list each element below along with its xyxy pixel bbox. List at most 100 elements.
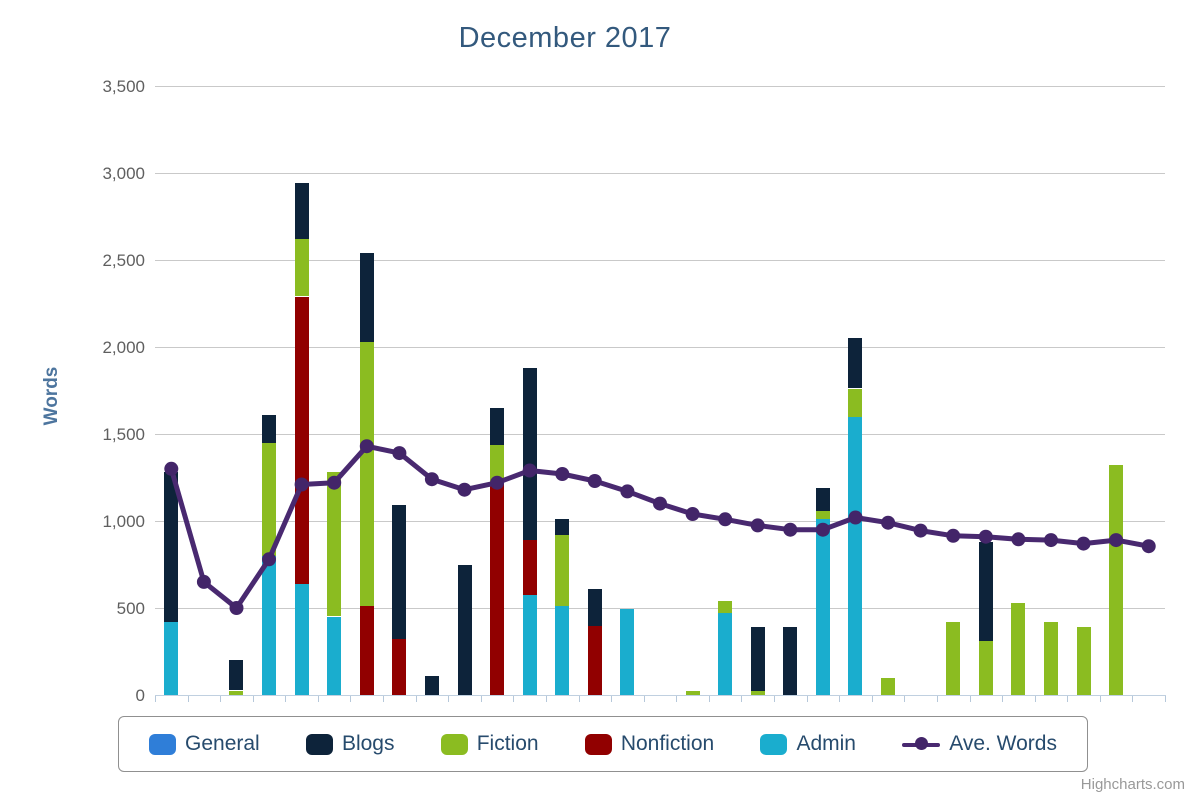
bar-segment-admin-day12[interactable] — [523, 595, 537, 695]
average-words-marker-day15[interactable] — [620, 484, 635, 499]
bar-segment-blogs-day8[interactable] — [392, 505, 406, 639]
bar-segment-blogs-day13[interactable] — [555, 519, 569, 535]
average-words-marker-day5[interactable] — [294, 477, 309, 492]
bar-segment-nonfiction-day5[interactable] — [295, 297, 309, 584]
x-axis-tick — [579, 696, 580, 702]
x-axis-tick — [416, 696, 417, 702]
bar-segment-admin-day4[interactable] — [262, 556, 276, 695]
average-words-marker-day2[interactable] — [196, 574, 211, 589]
gridline-1000 — [155, 521, 1165, 522]
bar-segment-fiction-day22[interactable] — [848, 389, 862, 417]
average-words-marker-day18[interactable] — [718, 512, 733, 527]
bar-segment-fiction-day4[interactable] — [262, 443, 276, 556]
average-words-marker-day13[interactable] — [555, 467, 570, 481]
bar-segment-admin-day13[interactable] — [555, 606, 569, 695]
bar-segment-nonfiction-day12[interactable] — [523, 540, 537, 595]
legend-item-blogs[interactable]: Blogs — [305, 732, 394, 756]
credits-link[interactable]: Highcharts.com — [1080, 776, 1185, 793]
bar-segment-fiction-day29[interactable] — [1077, 627, 1091, 695]
bar-segment-fiction-day3[interactable] — [229, 691, 243, 695]
bar-segment-admin-day18[interactable] — [718, 613, 732, 695]
bar-segment-fiction-day28[interactable] — [1044, 622, 1058, 695]
bar-segment-fiction-day26[interactable] — [979, 641, 993, 695]
bar-segment-fiction-day21[interactable] — [816, 511, 830, 519]
y-axis-tick-label: 1,500 — [102, 425, 145, 444]
bar-segment-blogs-day7[interactable] — [360, 253, 374, 342]
bar-segment-blogs-day3[interactable] — [229, 660, 243, 690]
average-words-marker-day29[interactable] — [1076, 536, 1091, 551]
bar-segment-fiction-day5[interactable] — [295, 239, 309, 296]
legend-swatch-icon — [584, 733, 612, 755]
bar-segment-fiction-day30[interactable] — [1109, 465, 1123, 695]
x-axis-tick — [774, 696, 775, 702]
average-words-marker-day12[interactable] — [522, 463, 537, 478]
average-words-marker-day4[interactable] — [262, 552, 276, 567]
bar-segment-fiction-day18[interactable] — [718, 601, 732, 613]
bar-segment-nonfiction-day7[interactable] — [360, 606, 374, 695]
bar-segment-fiction-day7[interactable] — [360, 342, 374, 606]
bar-segment-nonfiction-day14[interactable] — [588, 625, 602, 695]
average-words-marker-day14[interactable] — [587, 474, 602, 488]
average-words-marker-day22[interactable] — [848, 510, 863, 525]
average-words-marker-day17[interactable] — [685, 507, 700, 521]
bar-segment-blogs-day5[interactable] — [295, 183, 309, 239]
bar-segment-nonfiction-day11[interactable] — [490, 484, 504, 695]
bar-segment-admin-day15[interactable] — [620, 609, 634, 695]
bar-segment-blogs-day12[interactable] — [523, 368, 537, 540]
average-words-marker-day1[interactable] — [164, 461, 179, 476]
bar-segment-fiction-day13[interactable] — [555, 535, 569, 606]
average-words-marker-day25[interactable] — [946, 528, 961, 543]
bar-segment-nonfiction-day8[interactable] — [392, 639, 406, 695]
bar-segment-blogs-day19[interactable] — [751, 627, 765, 691]
average-words-marker-day23[interactable] — [881, 515, 896, 530]
bar-segment-blogs-day26[interactable] — [979, 542, 993, 641]
bar-segment-blogs-day11[interactable] — [490, 408, 504, 445]
average-words-marker-day16[interactable] — [653, 496, 667, 511]
average-words-marker-day9[interactable] — [424, 472, 439, 487]
average-words-marker-day3[interactable] — [229, 601, 244, 615]
average-words-marker-day27[interactable] — [1011, 532, 1026, 547]
average-words-marker-day19[interactable] — [750, 518, 765, 533]
legend-item-general[interactable]: General — [149, 732, 260, 756]
x-axis-tick — [937, 696, 938, 702]
bar-segment-blogs-day20[interactable] — [783, 627, 797, 695]
gridline-2500 — [155, 260, 1165, 261]
average-words-marker-day28[interactable] — [1044, 533, 1058, 548]
bar-segment-admin-day6[interactable] — [327, 617, 341, 695]
bar-segment-blogs-day14[interactable] — [588, 589, 602, 626]
bar-segment-admin-day22[interactable] — [848, 417, 862, 695]
bar-segment-fiction-day25[interactable] — [946, 622, 960, 695]
average-words-marker-day26[interactable] — [978, 529, 993, 544]
average-words-marker-day6[interactable] — [327, 475, 342, 490]
average-words-marker-day8[interactable] — [392, 446, 407, 461]
bar-segment-fiction-day6[interactable] — [327, 472, 341, 616]
bar-segment-blogs-day10[interactable] — [458, 565, 472, 695]
average-words-marker-day7[interactable] — [359, 439, 374, 454]
bar-segment-fiction-day23[interactable] — [881, 678, 895, 695]
average-words-marker-day10[interactable] — [457, 482, 472, 497]
legend-item-nonfiction[interactable]: Nonfiction — [584, 732, 714, 756]
average-words-marker-day30[interactable] — [1109, 533, 1124, 548]
bar-segment-admin-day21[interactable] — [816, 519, 830, 695]
average-words-marker-day24[interactable] — [913, 523, 928, 538]
x-axis-tick — [513, 696, 514, 702]
bar-segment-admin-day1[interactable] — [164, 622, 178, 695]
bar-segment-fiction-day11[interactable] — [490, 444, 504, 484]
average-words-marker-day31[interactable] — [1141, 539, 1156, 554]
bar-segment-blogs-day21[interactable] — [816, 488, 830, 511]
bar-segment-blogs-day1[interactable] — [164, 472, 178, 622]
bar-segment-fiction-day17[interactable] — [686, 691, 700, 695]
bar-segment-blogs-day22[interactable] — [848, 338, 862, 388]
legend-item-ave-words[interactable]: Ave. Words — [902, 732, 1057, 756]
bar-segment-blogs-day9[interactable] — [425, 676, 439, 695]
average-words-marker-day20[interactable] — [783, 522, 798, 537]
average-words-marker-day11[interactable] — [490, 475, 505, 490]
x-axis-tick — [188, 696, 189, 702]
legend-item-fiction[interactable]: Fiction — [440, 732, 539, 756]
bar-segment-admin-day5[interactable] — [295, 584, 309, 695]
average-words-marker-day21[interactable] — [815, 522, 830, 537]
bar-segment-fiction-day19[interactable] — [751, 691, 765, 695]
bar-segment-blogs-day4[interactable] — [262, 415, 276, 443]
bar-segment-fiction-day27[interactable] — [1011, 603, 1025, 695]
legend-item-admin[interactable]: Admin — [760, 732, 856, 756]
